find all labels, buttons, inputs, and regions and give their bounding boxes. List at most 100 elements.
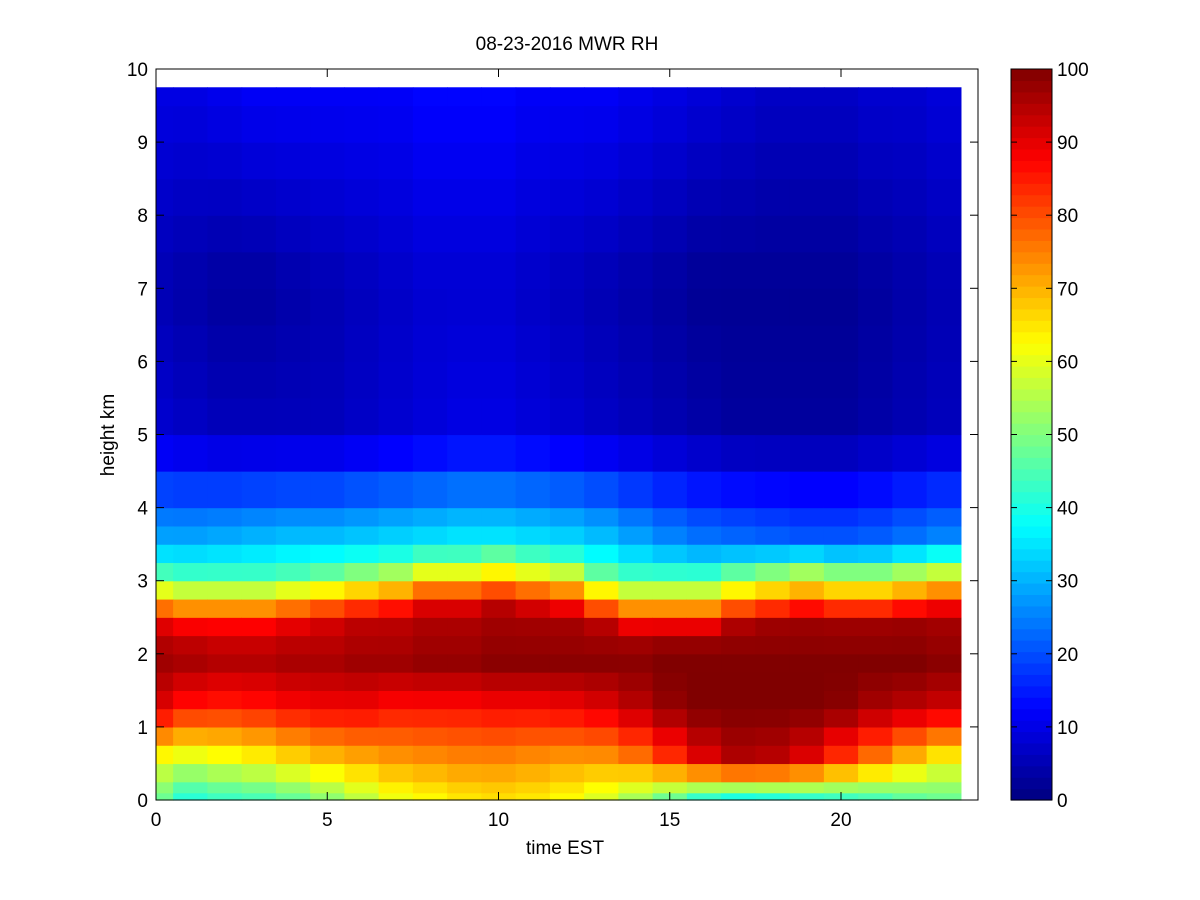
colorbar-swatch: [1011, 274, 1052, 287]
heat-cell: [173, 562, 208, 582]
heat-cell: [173, 288, 208, 326]
heat-cell: [823, 580, 859, 600]
heat-cell: [858, 745, 893, 765]
heat-cell: [310, 361, 345, 399]
heat-cell: [652, 617, 688, 637]
heat-cell: [275, 324, 311, 362]
heat-cell: [549, 142, 585, 180]
heat-cell: [241, 635, 277, 655]
heat-cell: [447, 361, 482, 399]
colorbar-tick-label: 80: [1057, 206, 1078, 227]
heat-cell: [858, 471, 893, 509]
heat-cell: [755, 653, 791, 673]
heat-cell: [584, 781, 619, 794]
heat-cell: [481, 507, 517, 527]
heat-cell: [378, 598, 414, 618]
heat-cell: [652, 580, 688, 600]
heat-cell: [344, 653, 380, 673]
heat-cell: [858, 215, 893, 253]
heat-cell: [926, 690, 962, 710]
heat-cell: [241, 763, 277, 783]
heat-cell: [721, 763, 756, 783]
heat-cell: [156, 562, 174, 582]
heat-cell: [412, 598, 448, 618]
heat-cell: [378, 525, 414, 545]
heat-cell: [173, 726, 208, 746]
heat-cell: [481, 781, 517, 794]
heat-cell: [207, 288, 243, 326]
heat-cell: [721, 562, 756, 582]
heat-cell: [789, 87, 825, 107]
heat-cell: [156, 251, 174, 289]
heat-cell: [515, 142, 551, 180]
heat-cell: [344, 178, 380, 216]
heat-cell: [447, 672, 482, 691]
heat-cell: [412, 781, 448, 794]
heat-cell: [823, 434, 859, 472]
heat-cell: [686, 672, 722, 691]
colorbar-tick-label: 10: [1057, 718, 1078, 739]
heat-cell: [686, 580, 722, 600]
heat-cell: [378, 580, 414, 600]
heat-cell: [275, 726, 311, 746]
heat-cell: [378, 215, 414, 253]
heat-cell: [926, 708, 962, 728]
heat-cell: [515, 434, 551, 472]
heat-cell: [549, 690, 585, 710]
colorbar-swatch: [1011, 525, 1052, 538]
heat-cell: [721, 726, 756, 746]
heat-cell: [686, 87, 722, 107]
heat-cell: [275, 580, 311, 600]
heat-cell: [755, 617, 791, 637]
heat-cell: [721, 87, 756, 107]
colorbar-tick-label: 60: [1057, 352, 1078, 373]
heat-cell: [618, 653, 654, 673]
heat-cell: [686, 178, 722, 216]
heat-cell: [241, 397, 277, 436]
heat-cell: [789, 324, 825, 362]
heat-cell: [173, 672, 208, 691]
heat-cell: [755, 792, 791, 801]
heat-cell: [241, 361, 277, 399]
heat-cell: [310, 434, 345, 472]
heat-cell: [686, 142, 722, 180]
heat-cell: [858, 653, 893, 673]
colorbar-swatch: [1011, 514, 1052, 527]
colorbar-swatch: [1011, 354, 1052, 367]
heat-cell: [755, 562, 791, 582]
heat-cell: [789, 105, 825, 143]
heat-cell: [344, 708, 380, 728]
heat-cell: [515, 653, 551, 673]
heat-cell: [156, 653, 174, 673]
heat-cell: [926, 562, 962, 582]
heat-cell: [275, 251, 311, 289]
heat-cell: [549, 544, 585, 564]
heat-cell: [721, 251, 756, 289]
heat-cell: [344, 617, 380, 637]
heat-cell: [173, 434, 208, 472]
heat-cell: [823, 763, 859, 783]
colorbar-swatch: [1011, 548, 1052, 561]
colorbar-swatch: [1011, 662, 1052, 675]
heat-cell: [686, 617, 722, 637]
heat-cell: [549, 726, 585, 746]
heat-cell: [412, 635, 448, 655]
heat-cell: [275, 635, 311, 655]
heat-cell: [721, 178, 756, 216]
heat-cell: [789, 726, 825, 746]
heat-cell: [926, 361, 962, 399]
heat-cell: [686, 562, 722, 582]
heat-cell: [823, 507, 859, 527]
heat-cell: [926, 672, 962, 691]
colorbar-swatch: [1011, 731, 1052, 744]
heat-cell: [156, 215, 174, 253]
heat-cell: [789, 781, 825, 794]
heat-cell: [412, 544, 448, 564]
heat-cell: [549, 580, 585, 600]
heat-cell: [892, 215, 928, 253]
heat-cell: [892, 507, 928, 527]
heat-cell: [515, 87, 551, 107]
heat-cell: [378, 653, 414, 673]
heat-cell: [618, 397, 654, 436]
heat-cell: [584, 580, 619, 600]
